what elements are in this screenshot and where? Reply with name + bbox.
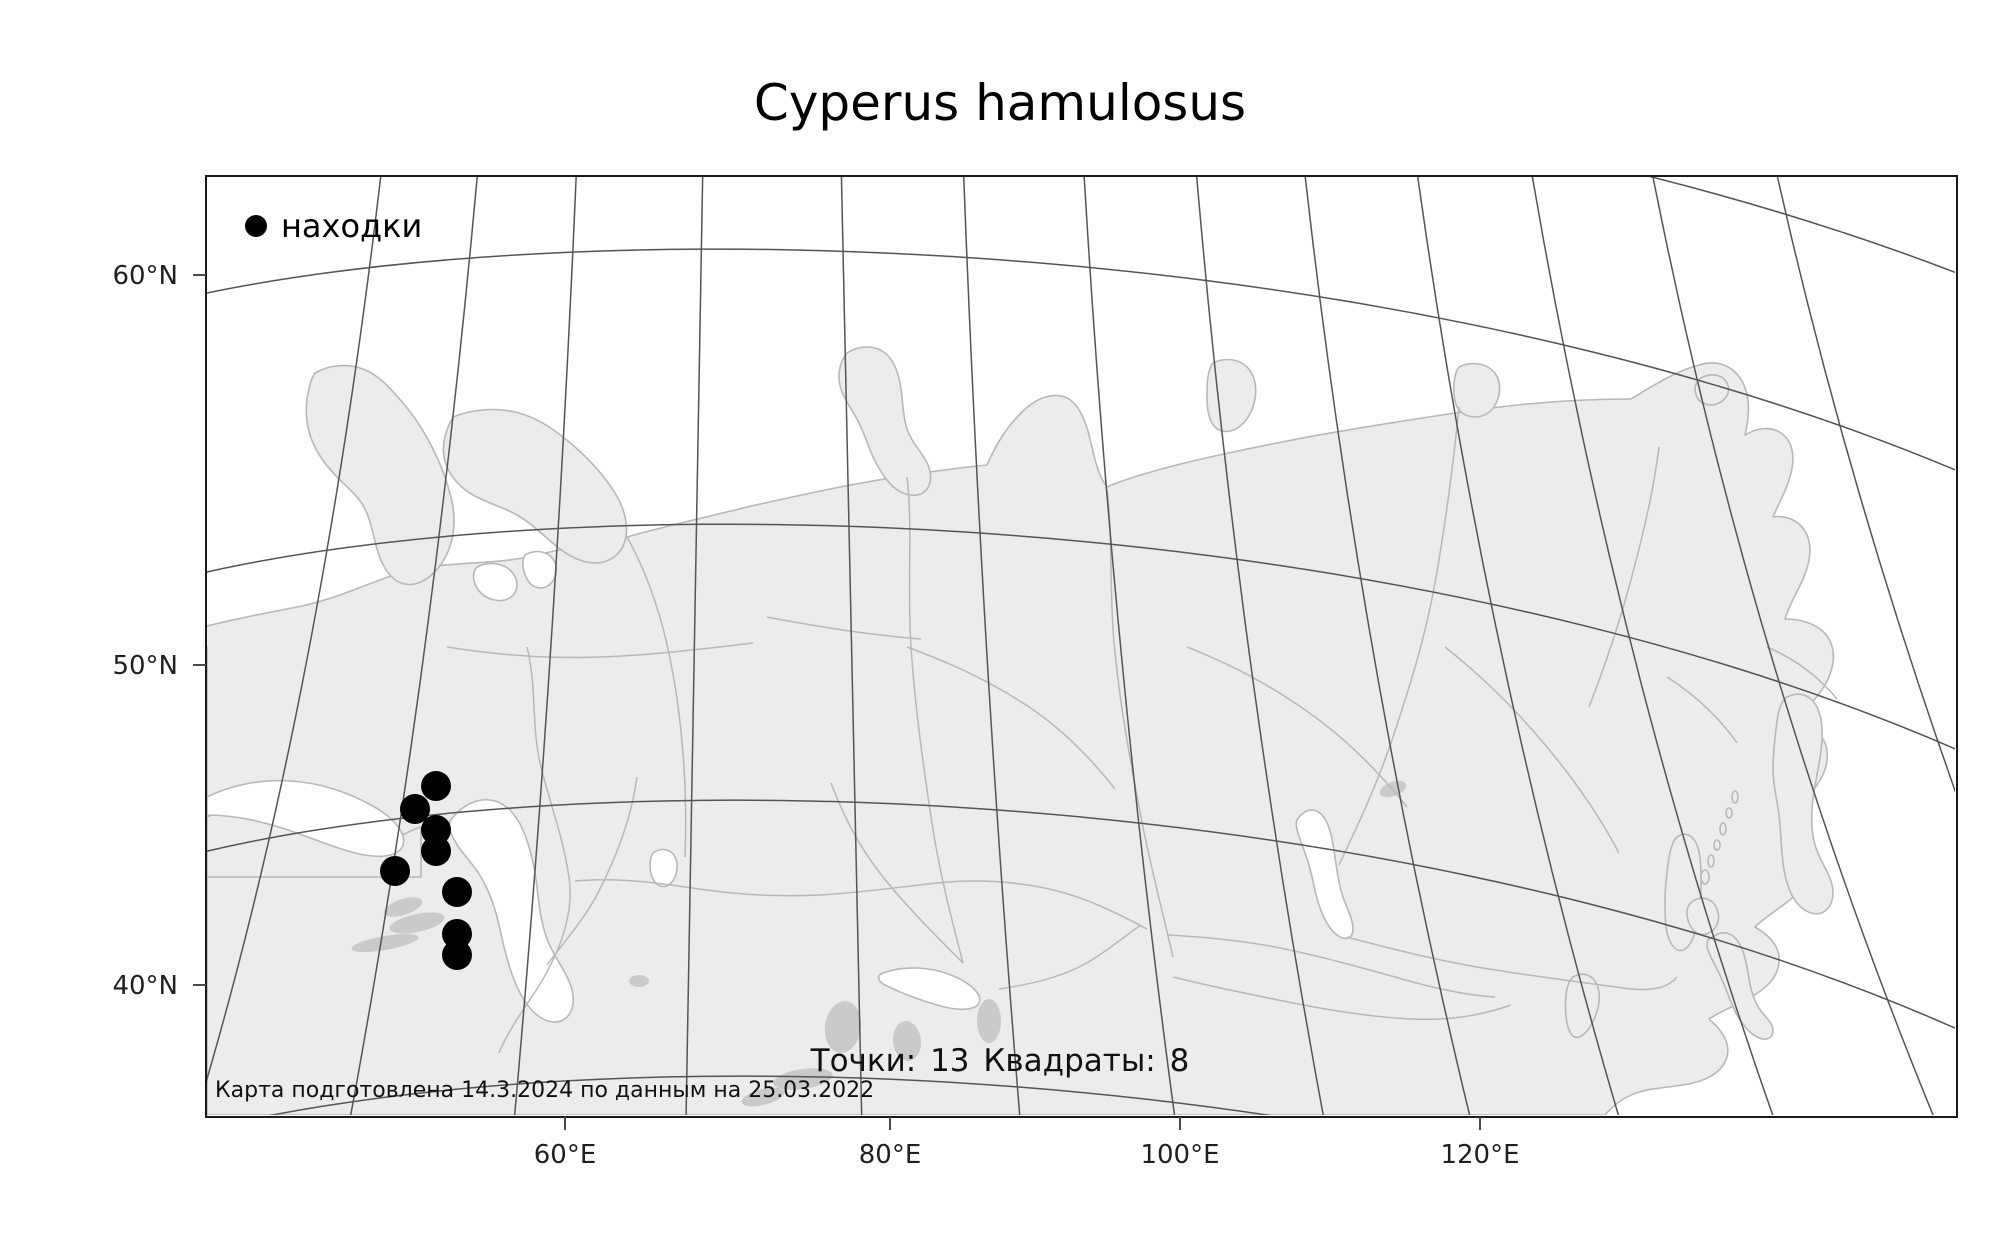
lena-river <box>1338 406 1460 866</box>
meridian-40E <box>207 177 382 1082</box>
region-border-5 <box>1444 646 1620 854</box>
scandinavia <box>305 364 455 586</box>
filled-circle-icon <box>245 215 267 237</box>
occurrence-point <box>442 877 472 907</box>
japan-islands <box>1706 931 1774 1040</box>
kamchatka <box>1772 693 1834 915</box>
parallel-60N <box>207 248 1955 471</box>
ytick-mark-50n <box>193 664 206 666</box>
page-title: Cyperus hamulosus <box>753 74 1247 132</box>
occurrence-point <box>380 856 410 886</box>
ytick-label-40n: 40°N <box>112 971 178 1001</box>
region-border-2 <box>626 536 687 858</box>
novaya-zemlya <box>838 346 932 497</box>
ytick-label-50n: 50°N <box>112 651 178 681</box>
meridian-120E <box>1304 177 1471 1115</box>
occurrence-point <box>421 836 451 866</box>
russia-kazakhstan-border <box>574 878 1148 930</box>
ob-river <box>906 476 964 964</box>
xtick-mark-100e <box>1179 1117 1181 1130</box>
amur-river <box>1346 936 1678 991</box>
yenisei-river <box>1106 488 1174 958</box>
points-label: Точки: <box>810 1043 917 1079</box>
rivers-and-borders <box>446 406 1838 1054</box>
ytick-mark-40n <box>193 984 206 986</box>
xtick-label-60e: 60°E <box>533 1140 597 1170</box>
kolyma-river <box>1588 446 1660 708</box>
meridian-160E <box>1776 177 1955 794</box>
map-legend: находки <box>245 207 422 245</box>
new-siberian-islands <box>1453 362 1501 418</box>
meridian-140E <box>1531 177 1774 1115</box>
meridian-150E <box>1652 177 1934 1115</box>
lake-balkhash <box>877 967 981 1011</box>
irtysh-river <box>830 782 964 964</box>
caspian-sea <box>448 799 575 1023</box>
wrangel-island <box>1694 374 1730 406</box>
occurrence-points-group[interactable] <box>380 771 472 970</box>
coast-detail-1 <box>1766 646 1838 700</box>
counts-summary: Точки: 13 Квадраты: 8 <box>0 1043 2000 1079</box>
ytick-mark-60n <box>193 274 206 276</box>
kazakhstan-china-border <box>998 924 1142 990</box>
xtick-label-100e: 100°E <box>1140 1140 1220 1170</box>
parallel-50N <box>207 523 1955 750</box>
occurrence-point <box>442 940 472 970</box>
region-border-1 <box>446 642 754 659</box>
parallel-40N <box>207 799 1955 1030</box>
map-canvas <box>207 177 1955 1115</box>
xtick-mark-60e <box>564 1117 566 1130</box>
ytick-label-60n: 60°N <box>112 261 178 291</box>
kuril-islands <box>1700 790 1739 885</box>
ural-river <box>546 776 638 966</box>
points-value: 13 <box>930 1043 970 1079</box>
occurrence-point <box>400 794 430 824</box>
occurrence-point <box>421 771 451 801</box>
region-border-6 <box>906 646 1116 790</box>
sea-group <box>207 550 1354 1023</box>
xtick-label-80e: 80°E <box>858 1140 922 1170</box>
meridian-50E <box>349 177 478 1115</box>
meridian-100E <box>1083 177 1176 1115</box>
parallel-30N <box>268 1075 1272 1115</box>
meridian-90E <box>963 177 1021 1115</box>
occurrence-point <box>421 815 451 845</box>
landmass-group <box>207 346 1835 1115</box>
lake-onega <box>522 550 558 589</box>
mongolia-south-border <box>1172 976 1512 1021</box>
kola-peninsula <box>442 408 628 564</box>
squares-value: 8 <box>1169 1043 1190 1079</box>
volga-river <box>498 646 571 1054</box>
black-sea <box>207 779 405 858</box>
legend-label: находки <box>281 207 423 245</box>
meridian-60E <box>513 177 577 1115</box>
lake-ladoga <box>472 562 518 602</box>
meridian-110E <box>1195 177 1325 1115</box>
map-credit: Карта подготовлена 14.3.2024 по данным н… <box>215 1078 875 1103</box>
meridian-130E <box>1417 177 1620 1115</box>
xtick-mark-80e <box>889 1117 891 1130</box>
region-border-3 <box>766 616 922 640</box>
coast-detail-2 <box>1666 676 1738 744</box>
xtick-label-120e: 120°E <box>1440 1140 1520 1170</box>
xtick-mark-120e <box>1479 1117 1481 1130</box>
mongolia-north-border <box>1166 934 1496 998</box>
squares-label: Квадраты: <box>983 1043 1156 1079</box>
region-border-4 <box>1186 646 1408 808</box>
inner-land-detail <box>351 780 1407 1107</box>
map-plot-frame[interactable]: находки <box>205 175 1958 1118</box>
occurrence-point <box>442 919 472 949</box>
aral-sea <box>649 848 678 888</box>
parallel-70N <box>1648 177 1955 274</box>
